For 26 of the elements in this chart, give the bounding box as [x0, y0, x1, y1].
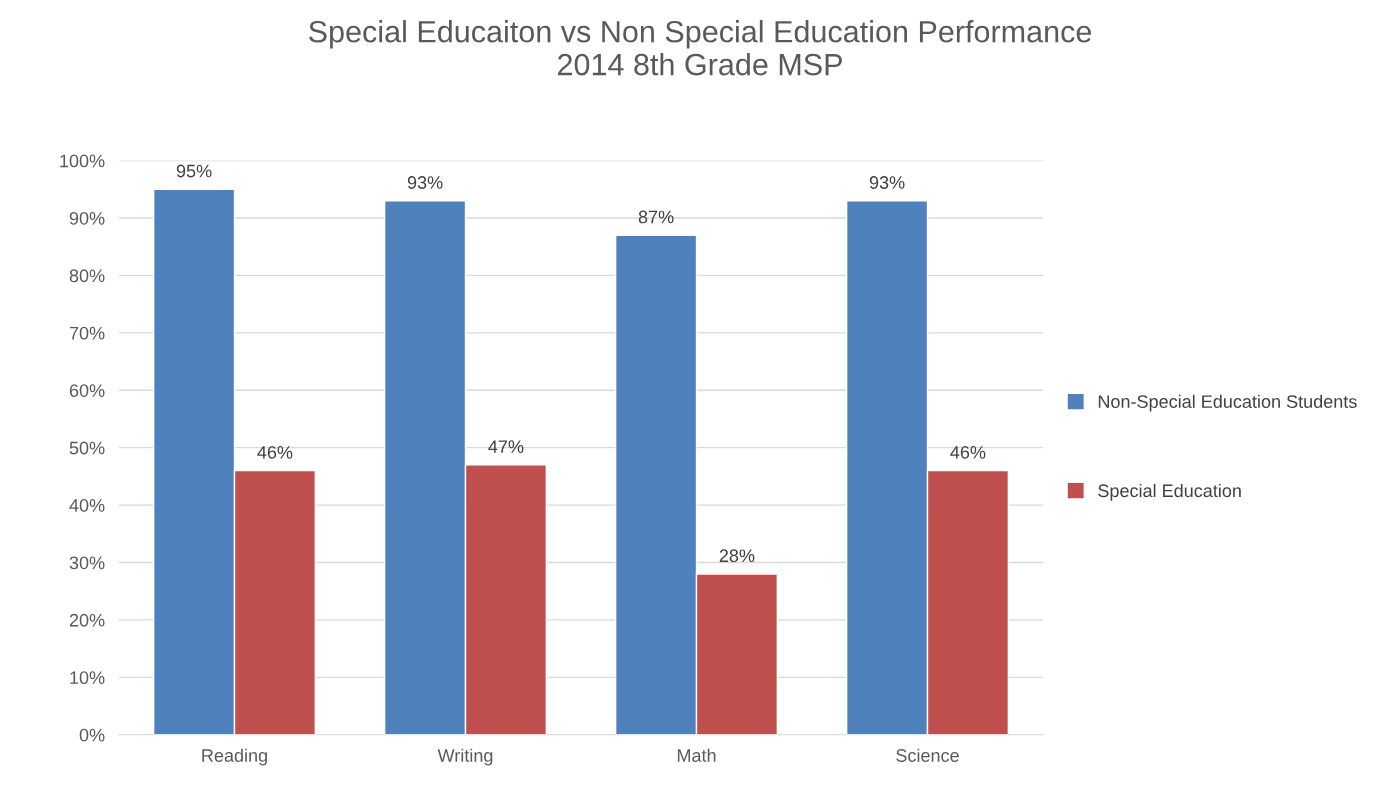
y-tick-label: 50% — [69, 441, 105, 455]
y-tick-label: 70% — [69, 326, 105, 340]
y-tick-label: 0% — [79, 728, 105, 742]
legend-label: Special Education — [1098, 483, 1241, 501]
data-label: 28% — [719, 549, 755, 563]
data-label: 95% — [176, 164, 212, 178]
y-tick-label: 20% — [69, 613, 105, 627]
data-label: 46% — [950, 445, 986, 459]
y-tick-label: 10% — [70, 671, 105, 685]
y-tick-label: 80% — [69, 269, 105, 283]
y-tick-label: 90% — [69, 211, 105, 225]
y-tick-label: 30% — [69, 556, 105, 570]
data-label: 93% — [869, 176, 905, 189]
data-label: 46% — [257, 445, 293, 459]
y-tick-label: 60% — [69, 384, 105, 397]
chart-title: Special Educaiton vs Non Special Education Performance 2014 8th Grade MSP — [309, 20, 1092, 76]
data-label: 87% — [638, 210, 674, 224]
data-label: 47% — [488, 440, 524, 453]
x-tick-label: Math — [677, 748, 716, 762]
x-tick-label: Writing — [437, 748, 493, 766]
x-tick-label: Science — [896, 748, 959, 762]
legend-label: Non-Special Education Students — [1098, 394, 1357, 412]
x-tick-label: Reading — [202, 748, 267, 766]
y-tick-label: 100% — [60, 154, 105, 168]
data-label: 93% — [407, 176, 443, 189]
y-tick-label: 40% — [69, 499, 105, 512]
